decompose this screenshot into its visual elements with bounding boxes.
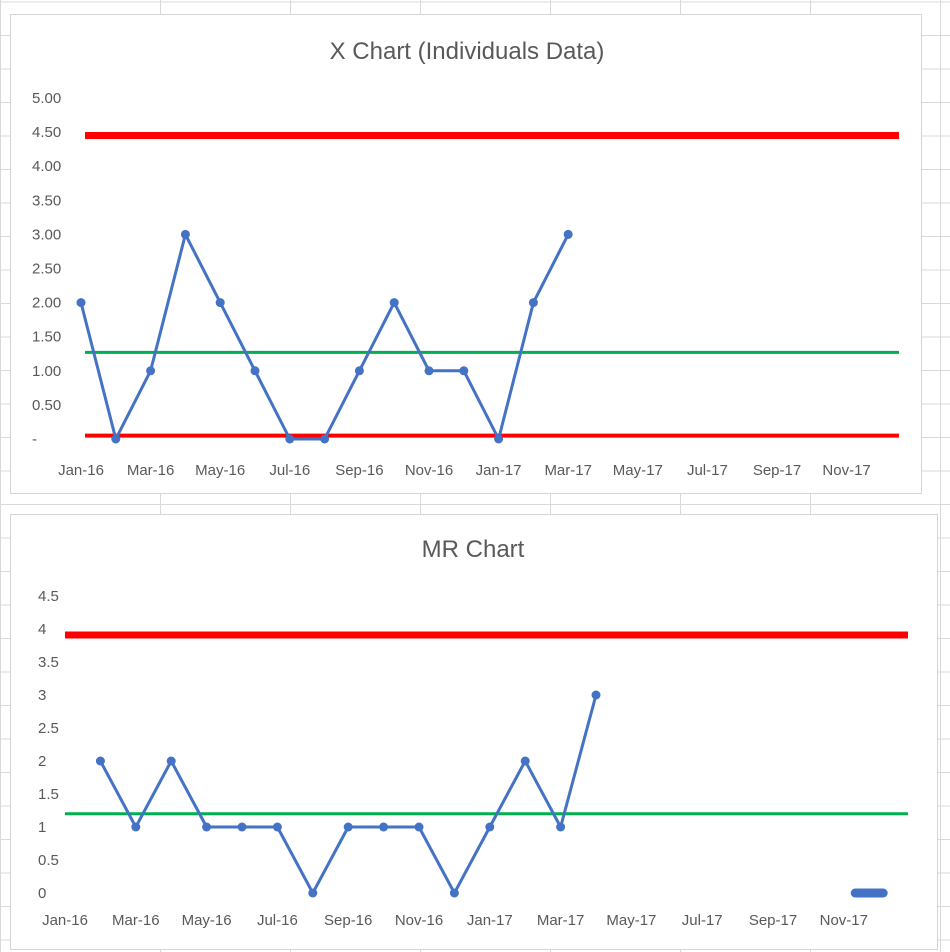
x-chart-y-tick-label: 0.50 <box>32 397 61 414</box>
x-chart-x-tick-label: Jul-16 <box>269 462 310 479</box>
x-chart-y-tick-label: 2.00 <box>32 295 61 312</box>
mr-chart-x-tick-label: Mar-17 <box>537 912 585 929</box>
mr-chart-x-tick-label: Jan-16 <box>42 912 88 929</box>
x-chart-title: X Chart (Individuals Data) <box>330 38 605 65</box>
x-chart-data-point <box>285 434 295 444</box>
x-chart-x-tick-label: Jan-16 <box>58 462 104 479</box>
x-chart-x-tick-label: Jan-17 <box>476 462 522 479</box>
mr-chart-x-tick-label: Jul-16 <box>257 912 298 929</box>
mr-chart-data-point <box>95 756 105 766</box>
mr-chart-data-point <box>272 822 282 832</box>
mr-chart-x-tick-label: Nov-16 <box>395 912 443 929</box>
mr-chart-data-point <box>591 690 601 700</box>
x-chart-data-point <box>215 298 225 308</box>
x-chart-y-tick-label: 3.50 <box>32 192 61 209</box>
x-chart-y-tick-label: 1.00 <box>32 363 61 380</box>
mr-chart-data-point <box>449 888 459 898</box>
mr-chart-title: MR Chart <box>422 536 525 563</box>
mr-chart-x-tick-label: Jan-17 <box>467 912 513 929</box>
x-chart-data-point <box>250 366 260 376</box>
mr-chart-x-tick-label: Jul-17 <box>682 912 723 929</box>
mr-chart-data-point <box>166 756 176 766</box>
mr-chart: MR Chart 0 0.5 1 1.5 2 2.5 3 3.5 4 4.5 Jan-16 Mar-1… <box>38 536 908 929</box>
mr-chart-y-tick-label: 2 <box>38 753 46 770</box>
x-chart-x-tick-label: Nov-17 <box>822 462 870 479</box>
mr-chart-x-tick-label: May-16 <box>182 912 232 929</box>
x-chart-y-tick-label: 4.50 <box>32 124 61 141</box>
mr-chart-data-point <box>520 756 530 766</box>
mr-chart-y-tick-label: 0.5 <box>38 852 59 869</box>
x-chart-x-tick-label: Nov-16 <box>405 462 453 479</box>
mr-chart-x-tick-label: Sep-16 <box>324 912 372 929</box>
mr-chart-y-tick-label: 0 <box>38 885 46 902</box>
x-chart-data-point <box>180 229 190 239</box>
mr-chart-panel[interactable]: MR Chart 0 0.5 1 1.5 2 2.5 3 3.5 4 4.5 Jan-16 Mar-1… <box>10 514 938 950</box>
x-chart-y-tick-label: 4.00 <box>32 158 61 175</box>
x-chart-data-point <box>320 434 330 444</box>
x-chart-data-point <box>354 366 364 376</box>
mr-chart-y-tick-label: 1 <box>38 819 46 836</box>
mr-chart-data-point <box>237 822 247 832</box>
mr-chart-y-tick-label: 3.5 <box>38 654 59 671</box>
mr-chart-y-tick-label: 1.5 <box>38 786 59 803</box>
x-chart-y-tick-label: 2.50 <box>32 261 61 278</box>
x-chart-data-point <box>494 434 504 444</box>
x-chart: X Chart (Individuals Data) - 0.50 1.00 1.50… <box>32 38 899 479</box>
x-chart-x-tick-label: Jul-17 <box>687 462 728 479</box>
x-chart-data-point <box>146 366 156 376</box>
x-chart-y-tick-label: 5.00 <box>32 90 61 107</box>
mr-chart-y-tick-label: 4 <box>38 621 46 638</box>
x-chart-data-point <box>389 298 399 308</box>
x-chart-x-tick-label: Mar-17 <box>544 462 592 479</box>
mr-chart-data-point <box>131 822 141 832</box>
mr-chart-series-line <box>99 694 598 895</box>
x-chart-x-tick-label: Sep-16 <box>335 462 383 479</box>
x-chart-x-tick-label: Mar-16 <box>127 462 175 479</box>
x-chart-y-tick-label: 3.00 <box>32 226 61 243</box>
mr-chart-data-point <box>308 888 318 898</box>
mr-chart-y-tick-label: 3 <box>38 687 46 704</box>
mr-chart-data-point <box>343 822 353 832</box>
mr-chart-data-point <box>414 822 424 832</box>
x-chart-data-point <box>459 366 469 376</box>
mr-chart-x-tick-label: Sep-17 <box>749 912 797 929</box>
x-chart-data-point <box>424 366 434 376</box>
mr-chart-x-tick-label: May-17 <box>606 912 656 929</box>
x-chart-x-tick-label: May-16 <box>195 462 245 479</box>
mr-chart-data-point <box>485 822 495 832</box>
x-chart-x-tick-label: Sep-17 <box>753 462 801 479</box>
mr-chart-data-point <box>379 822 389 832</box>
x-chart-x-tick-label: May-17 <box>613 462 663 479</box>
x-chart-data-point <box>111 434 121 444</box>
mr-chart-data-point <box>556 822 566 832</box>
x-chart-y-tick-label: - <box>32 431 37 448</box>
mr-chart-x-tick-label: Nov-17 <box>820 912 868 929</box>
mr-chart-y-tick-label: 2.5 <box>38 720 59 737</box>
mr-chart-y-tick-label: 4.5 <box>38 588 59 605</box>
x-chart-data-point <box>528 298 538 308</box>
mr-chart-x-tick-label: Mar-16 <box>112 912 160 929</box>
x-chart-data-point <box>76 298 86 308</box>
mr-chart-data-point <box>202 822 212 832</box>
x-chart-panel[interactable]: X Chart (Individuals Data) - 0.50 1.00 1.50… <box>10 14 922 494</box>
x-chart-data-point <box>563 229 573 239</box>
x-chart-y-tick-label: 1.50 <box>32 329 61 346</box>
x-chart-series-line <box>79 232 570 441</box>
